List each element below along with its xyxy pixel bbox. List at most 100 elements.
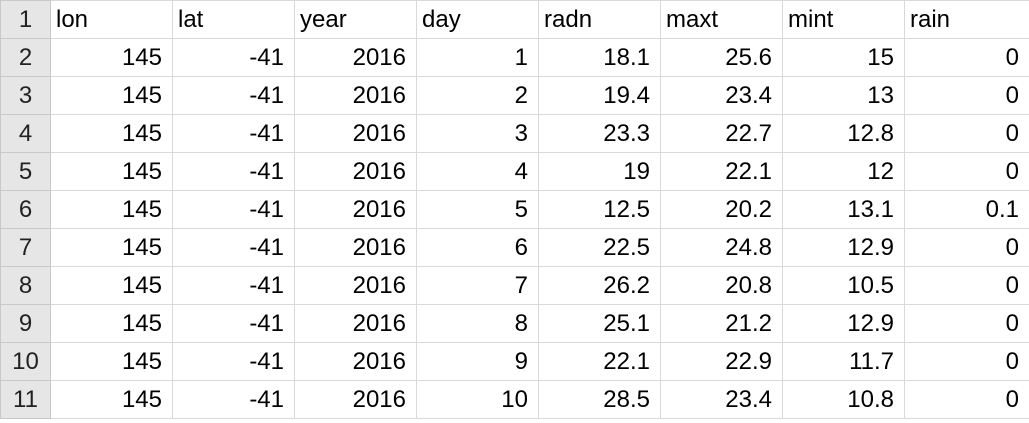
data-cell[interactable]: 12.9 xyxy=(782,228,905,267)
column-header-cell[interactable]: lon xyxy=(50,0,173,39)
data-cell[interactable]: 24.8 xyxy=(660,228,783,267)
row-header[interactable]: 10 xyxy=(0,342,51,381)
data-cell[interactable]: 145 xyxy=(50,190,173,229)
row-header[interactable]: 1 xyxy=(0,0,51,39)
data-cell[interactable]: 0.1 xyxy=(904,190,1029,229)
data-cell[interactable]: 13 xyxy=(782,76,905,115)
data-cell[interactable]: 2016 xyxy=(294,152,417,191)
data-cell[interactable]: 145 xyxy=(50,228,173,267)
data-cell[interactable]: 12.9 xyxy=(782,304,905,343)
data-cell[interactable]: 23.4 xyxy=(660,380,783,419)
data-cell[interactable]: 0 xyxy=(904,304,1029,343)
data-cell[interactable]: 22.1 xyxy=(660,152,783,191)
data-cell[interactable]: -41 xyxy=(172,228,295,267)
column-header-cell[interactable]: day xyxy=(416,0,539,39)
data-cell[interactable]: 18.1 xyxy=(538,38,661,77)
data-cell[interactable]: 7 xyxy=(416,266,539,305)
data-cell[interactable]: 145 xyxy=(50,114,173,153)
data-cell[interactable]: 21.2 xyxy=(660,304,783,343)
data-cell[interactable]: 11.7 xyxy=(782,342,905,381)
data-cell[interactable]: 10.5 xyxy=(782,266,905,305)
data-cell[interactable]: 25.1 xyxy=(538,304,661,343)
data-cell[interactable]: 2016 xyxy=(294,304,417,343)
data-cell[interactable]: 19 xyxy=(538,152,661,191)
data-cell[interactable]: 0 xyxy=(904,38,1029,77)
data-cell[interactable]: 2016 xyxy=(294,76,417,115)
data-cell[interactable]: 0 xyxy=(904,380,1029,419)
data-cell[interactable]: 4 xyxy=(416,152,539,191)
data-cell[interactable]: 22.5 xyxy=(538,228,661,267)
data-cell[interactable]: 13.1 xyxy=(782,190,905,229)
row-header[interactable]: 5 xyxy=(0,152,51,191)
data-cell[interactable]: 0 xyxy=(904,76,1029,115)
data-cell[interactable]: 12.8 xyxy=(782,114,905,153)
data-cell[interactable]: 5 xyxy=(416,190,539,229)
data-cell[interactable]: 3 xyxy=(416,114,539,153)
data-cell[interactable]: -41 xyxy=(172,38,295,77)
data-cell[interactable]: 10.8 xyxy=(782,380,905,419)
data-cell[interactable]: 145 xyxy=(50,380,173,419)
data-cell[interactable]: 8 xyxy=(416,304,539,343)
data-cell[interactable]: 10 xyxy=(416,380,539,419)
data-cell[interactable]: 25.6 xyxy=(660,38,783,77)
row-header[interactable]: 7 xyxy=(0,228,51,267)
data-cell[interactable]: -41 xyxy=(172,76,295,115)
data-cell[interactable]: 2016 xyxy=(294,228,417,267)
data-cell[interactable]: -41 xyxy=(172,380,295,419)
data-cell[interactable]: 20.8 xyxy=(660,266,783,305)
row-header[interactable]: 8 xyxy=(0,266,51,305)
column-header-cell[interactable]: rain xyxy=(904,0,1029,39)
column-header-cell[interactable]: year xyxy=(294,0,417,39)
data-cell[interactable]: 26.2 xyxy=(538,266,661,305)
data-cell[interactable]: 22.1 xyxy=(538,342,661,381)
data-cell[interactable]: 0 xyxy=(904,152,1029,191)
data-cell[interactable]: 145 xyxy=(50,342,173,381)
data-cell[interactable]: 9 xyxy=(416,342,539,381)
column-header-cell[interactable]: radn xyxy=(538,0,661,39)
data-cell[interactable]: -41 xyxy=(172,266,295,305)
data-cell[interactable]: 19.4 xyxy=(538,76,661,115)
data-cell[interactable]: 6 xyxy=(416,228,539,267)
data-cell[interactable]: 145 xyxy=(50,152,173,191)
data-cell[interactable]: 145 xyxy=(50,304,173,343)
data-cell[interactable]: 20.2 xyxy=(660,190,783,229)
data-cell[interactable]: 2 xyxy=(416,76,539,115)
data-cell[interactable]: 2016 xyxy=(294,190,417,229)
data-cell[interactable]: 2016 xyxy=(294,114,417,153)
column-header-cell[interactable]: maxt xyxy=(660,0,783,39)
data-cell[interactable]: 2016 xyxy=(294,266,417,305)
data-cell[interactable]: -41 xyxy=(172,190,295,229)
data-cell[interactable]: 23.3 xyxy=(538,114,661,153)
data-cell[interactable]: 2016 xyxy=(294,380,417,419)
data-cell[interactable]: 2016 xyxy=(294,38,417,77)
column-header-cell[interactable]: lat xyxy=(172,0,295,39)
data-cell[interactable]: 23.4 xyxy=(660,76,783,115)
row-header[interactable]: 4 xyxy=(0,114,51,153)
column-header-cell[interactable]: mint xyxy=(782,0,905,39)
data-cell[interactable]: 1 xyxy=(416,38,539,77)
data-cell[interactable]: 145 xyxy=(50,76,173,115)
data-cell[interactable]: -41 xyxy=(172,114,295,153)
row-header[interactable]: 6 xyxy=(0,190,51,229)
data-cell[interactable]: -41 xyxy=(172,342,295,381)
data-cell[interactable]: -41 xyxy=(172,304,295,343)
data-cell[interactable]: 22.9 xyxy=(660,342,783,381)
data-cell[interactable]: 15 xyxy=(782,38,905,77)
data-cell[interactable]: 0 xyxy=(904,342,1029,381)
data-cell[interactable]: 22.7 xyxy=(660,114,783,153)
data-cell[interactable]: 0 xyxy=(904,266,1029,305)
row-header[interactable]: 9 xyxy=(0,304,51,343)
data-cell[interactable]: 0 xyxy=(904,228,1029,267)
data-cell[interactable]: -41 xyxy=(172,152,295,191)
data-cell[interactable]: 0 xyxy=(904,114,1029,153)
data-cell[interactable]: 12.5 xyxy=(538,190,661,229)
data-cell[interactable]: 145 xyxy=(50,38,173,77)
data-cell[interactable]: 145 xyxy=(50,266,173,305)
row-header[interactable]: 3 xyxy=(0,76,51,115)
data-cell[interactable]: 28.5 xyxy=(538,380,661,419)
table-row: 2 145 -41 2016 1 18.1 25.6 15 0 xyxy=(0,38,1029,77)
row-header[interactable]: 11 xyxy=(0,380,51,419)
data-cell[interactable]: 2016 xyxy=(294,342,417,381)
data-cell[interactable]: 12 xyxy=(782,152,905,191)
row-header[interactable]: 2 xyxy=(0,38,51,77)
